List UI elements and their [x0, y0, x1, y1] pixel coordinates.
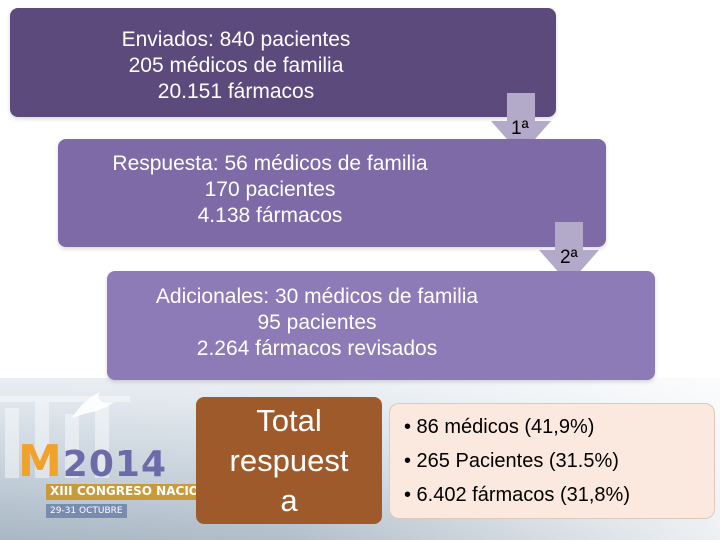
- logo-letter: M: [18, 436, 63, 487]
- step-sent-box: Enviados: 840 pacientes 205 médicos de f…: [10, 8, 556, 117]
- total-line-1: Total: [256, 402, 322, 438]
- logo-year: M2014: [18, 440, 167, 484]
- arrow-down-icon: [491, 93, 551, 155]
- step-additional-line-2: 95 pacientes: [257, 311, 377, 334]
- summary-item-drugs: • 6.402 fármacos (31,8%): [404, 484, 630, 506]
- step-response-line-3: 4.138 fármacos: [197, 204, 343, 227]
- step-sent-line-3: 20.151 fármacos: [157, 80, 315, 103]
- logo-number: 2014: [62, 444, 167, 485]
- summary-item-patients: • 265 Pacientes (31.5%): [404, 450, 619, 472]
- arrow-down-icon: [539, 222, 599, 284]
- step-response-line-2: 170 pacientes: [204, 178, 336, 201]
- logo-dates: 29-31 OCTUBRE: [46, 504, 127, 518]
- arrow-label-2: 2ª: [560, 247, 578, 268]
- step-sent-line-2: 205 médicos de familia: [128, 54, 344, 77]
- step-additional-box: Adicionales: 30 médicos de familia 95 pa…: [107, 271, 655, 380]
- total-line-3: a: [280, 482, 298, 518]
- step-sent-line-1: Enviados: 840 pacientes: [121, 28, 351, 51]
- total-line-2: respuest: [229, 442, 349, 478]
- arrow-label-1: 1ª: [511, 118, 529, 139]
- step-response-line-1: Respuesta: 56 médicos de familia: [112, 152, 428, 175]
- bird-icon: [72, 392, 114, 418]
- summary-item-doctors: • 86 médicos (41,9%): [404, 416, 595, 438]
- congress-logo: M2014 XIII CONGRESO NACIONAL de 29-31 OC…: [18, 440, 247, 530]
- summary-box: • 86 médicos (41,9%) • 265 Pacientes (31…: [389, 403, 715, 519]
- step-response-box: Respuesta: 56 médicos de familia 170 pac…: [58, 139, 606, 247]
- step-additional-line-3: 2.264 fármacos revisados: [196, 337, 438, 360]
- step-additional-line-1: Adicionales: 30 médicos de familia: [155, 285, 479, 308]
- total-response-box: Total respuest a: [196, 397, 382, 524]
